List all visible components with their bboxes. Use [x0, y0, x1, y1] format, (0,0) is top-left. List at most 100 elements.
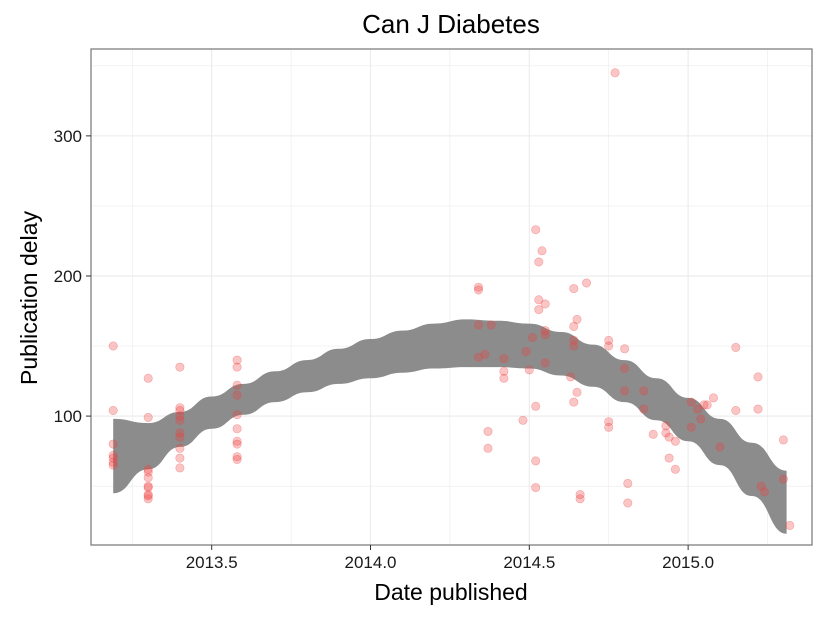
y-tick-label: 300 [54, 127, 82, 146]
data-point [175, 411, 185, 421]
data-point [175, 463, 185, 473]
data-point [534, 305, 544, 315]
data-point [143, 490, 153, 500]
data-point [569, 341, 579, 351]
data-point [670, 464, 680, 474]
data-points [108, 68, 795, 530]
data-point [232, 380, 242, 390]
data-point [143, 494, 153, 504]
data-point [232, 454, 242, 464]
data-point [175, 362, 185, 372]
data-point [108, 450, 118, 460]
data-point [753, 404, 763, 414]
data-point [175, 403, 185, 413]
data-point [604, 422, 614, 432]
data-point [518, 415, 528, 425]
data-point [143, 473, 153, 483]
data-point [540, 299, 550, 309]
data-point [604, 335, 614, 345]
data-point [759, 487, 769, 497]
data-point [473, 352, 483, 362]
data-point [143, 491, 153, 501]
x-tick-label: 2013.5 [186, 553, 238, 572]
data-point [480, 349, 490, 359]
data-point [572, 387, 582, 397]
data-point [232, 410, 242, 420]
data-point [569, 335, 579, 345]
data-point [143, 373, 153, 383]
data-point [572, 314, 582, 324]
x-axis-ticks: 2013.5 2014.0 2014.5 2015.0 [186, 545, 714, 572]
data-point [143, 412, 153, 422]
data-point [756, 481, 766, 491]
data-point [175, 428, 185, 438]
data-point [232, 424, 242, 434]
data-point [232, 436, 242, 446]
data-point [540, 330, 550, 340]
data-point [473, 285, 483, 295]
data-point [604, 341, 614, 351]
data-point [524, 365, 534, 375]
data-point [473, 320, 483, 330]
data-point [527, 333, 537, 343]
confidence-band [113, 319, 787, 534]
data-point [702, 400, 712, 410]
data-point [569, 284, 579, 294]
x-axis-title: Date published [374, 579, 527, 605]
data-point [699, 400, 709, 410]
data-point [143, 467, 153, 477]
panel-border [90, 48, 813, 546]
smooth-band [113, 319, 787, 534]
y-axis-title: Publication delay [16, 211, 42, 385]
data-point [778, 474, 788, 484]
data-point [731, 342, 741, 352]
data-point [569, 397, 579, 407]
data-point [143, 464, 153, 474]
data-point [785, 520, 795, 530]
data-point [670, 436, 680, 446]
chart-title: Can J Diabetes [362, 9, 540, 39]
y-tick-label: 200 [54, 267, 82, 286]
data-point [575, 494, 585, 504]
data-point [108, 341, 118, 351]
data-point [175, 453, 185, 463]
data-point [108, 439, 118, 449]
data-point [534, 257, 544, 267]
data-point [623, 478, 633, 488]
data-point [175, 415, 185, 425]
data-point [108, 457, 118, 467]
data-point [486, 320, 496, 330]
data-point [661, 428, 671, 438]
y-axis-ticks: 100 200 300 [54, 127, 91, 426]
data-point [620, 386, 630, 396]
data-point [753, 372, 763, 382]
data-point [232, 390, 242, 400]
data-point [531, 483, 541, 493]
data-point [620, 344, 630, 354]
data-point [531, 456, 541, 466]
data-point [686, 397, 696, 407]
data-point [232, 362, 242, 372]
data-point [620, 363, 630, 373]
x-tick-label: 2014.0 [345, 553, 397, 572]
data-point [232, 439, 242, 449]
data-point [639, 404, 649, 414]
data-point [499, 366, 509, 376]
data-point [696, 414, 706, 424]
data-point [499, 373, 509, 383]
data-point [715, 442, 725, 452]
data-point [693, 404, 703, 414]
data-point [108, 453, 118, 463]
data-point [661, 421, 671, 431]
data-point [499, 354, 509, 364]
x-tick-label: 2015.0 [662, 553, 714, 572]
data-point [521, 347, 531, 357]
data-point [569, 321, 579, 331]
data-point [623, 498, 633, 508]
data-point [483, 443, 493, 453]
data-point [566, 372, 576, 382]
data-point [708, 393, 718, 403]
data-point [175, 405, 185, 415]
data-point [483, 426, 493, 436]
